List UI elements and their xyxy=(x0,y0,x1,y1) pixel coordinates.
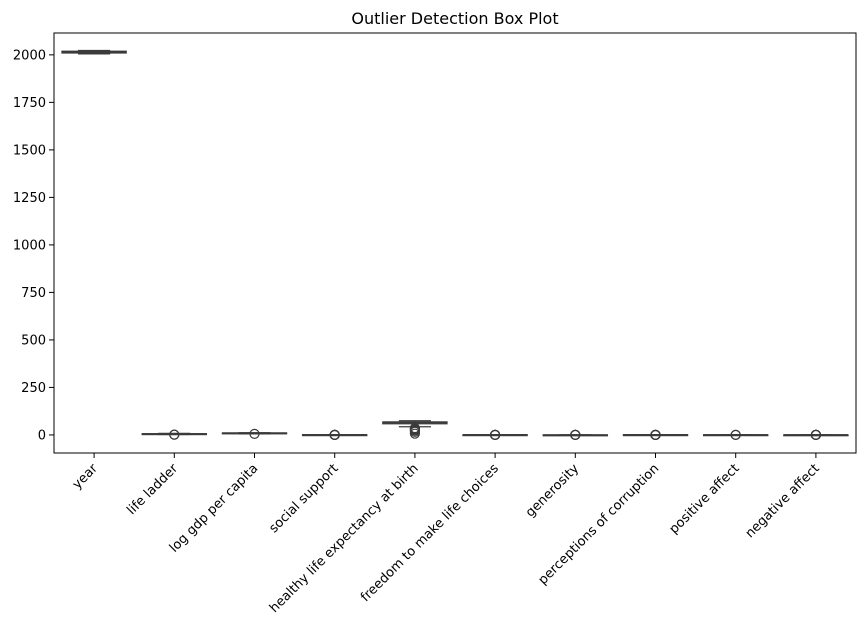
y-tick-label: 500 xyxy=(21,333,46,348)
y-axis: 0 250 500 750 1000 1250 1500 1750 2000 xyxy=(13,48,54,443)
plot-area-frame xyxy=(53,32,857,454)
outlier-point xyxy=(329,429,340,440)
outlier-point xyxy=(730,429,741,440)
x-tick-label: log gdp per capita xyxy=(167,461,261,555)
outlier-point xyxy=(650,429,661,440)
x-tick-label: generosity xyxy=(523,461,582,520)
outlier-point xyxy=(409,423,420,434)
y-tick-label: 250 xyxy=(21,381,46,396)
x-tick-label: freedom to make life choices xyxy=(358,461,502,605)
y-tick-label: 0 xyxy=(38,428,46,443)
y-tick-label: 1000 xyxy=(13,238,46,253)
outlier-point xyxy=(169,429,180,440)
outlier-point xyxy=(249,428,260,440)
x-tick-label: year xyxy=(70,461,102,493)
y-tick-label: 1750 xyxy=(13,96,46,111)
boxes-group xyxy=(61,49,849,441)
x-tick-label: healthy life expectancy at birth xyxy=(267,461,422,616)
outlier-point xyxy=(570,429,581,440)
y-tick-label: 1250 xyxy=(13,191,46,206)
x-tick-label: negative affect xyxy=(743,461,823,541)
chart-title: Outlier Detection Box Plot xyxy=(351,9,558,28)
y-tick-label: 750 xyxy=(21,286,46,301)
y-tick-label: 2000 xyxy=(13,48,46,63)
outlier-point xyxy=(810,429,822,440)
x-tick-label: social support xyxy=(266,461,341,536)
y-tick-label: 1500 xyxy=(13,143,46,158)
outlier-point xyxy=(490,429,501,440)
x-tick-label: life ladder xyxy=(124,461,181,518)
x-tick-label: positive affect xyxy=(667,461,743,537)
